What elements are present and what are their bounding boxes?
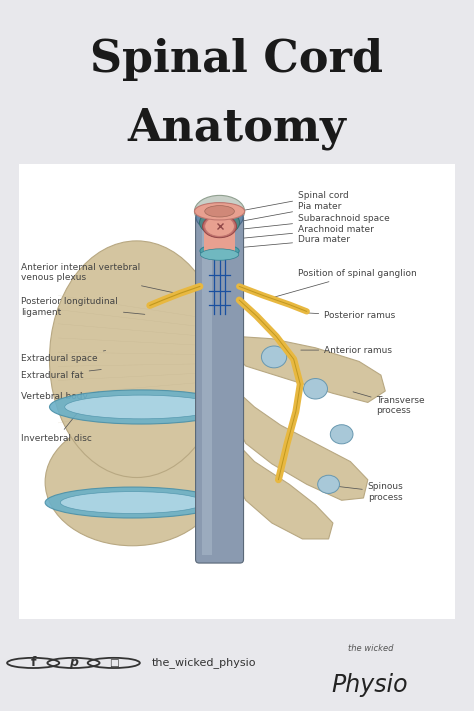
Text: Posterior longitudinal
ligament: Posterior longitudinal ligament <box>21 297 145 316</box>
Ellipse shape <box>45 487 219 518</box>
Ellipse shape <box>200 210 240 235</box>
Text: Spinous
process: Spinous process <box>323 482 403 502</box>
Text: Pia mater: Pia mater <box>241 202 341 221</box>
Ellipse shape <box>45 418 219 546</box>
Text: p: p <box>69 656 78 670</box>
Polygon shape <box>228 444 333 539</box>
Text: Anterior ramus: Anterior ramus <box>301 346 392 355</box>
Text: Anterior internal vertebral
venous plexus: Anterior internal vertebral venous plexu… <box>21 263 173 293</box>
Ellipse shape <box>65 395 218 419</box>
Ellipse shape <box>318 475 339 493</box>
Text: Extradural fat: Extradural fat <box>21 370 101 380</box>
Text: the_wicked_physio: the_wicked_physio <box>152 658 256 668</box>
Ellipse shape <box>262 346 287 368</box>
Text: Transverse
process: Transverse process <box>353 392 425 415</box>
Ellipse shape <box>303 378 328 399</box>
FancyBboxPatch shape <box>15 159 459 623</box>
Ellipse shape <box>202 215 237 237</box>
Text: Dura mater: Dura mater <box>241 235 350 247</box>
Text: Spinal Cord: Spinal Cord <box>91 38 383 81</box>
Text: □: □ <box>109 658 118 668</box>
Text: Extradural space: Extradural space <box>21 351 106 363</box>
Text: f: f <box>30 656 36 670</box>
Ellipse shape <box>49 390 233 424</box>
Ellipse shape <box>49 241 224 478</box>
Text: Posterior ramus: Posterior ramus <box>307 311 395 321</box>
Ellipse shape <box>205 216 234 236</box>
Ellipse shape <box>194 196 245 228</box>
Text: the wicked: the wicked <box>348 643 394 653</box>
Text: Vertebral body: Vertebral body <box>21 392 99 401</box>
Ellipse shape <box>330 424 353 444</box>
Polygon shape <box>237 336 385 402</box>
Text: Physio: Physio <box>332 673 409 697</box>
Bar <box>204 225 235 252</box>
Text: Spinal cord: Spinal cord <box>241 191 349 210</box>
Text: Position of spinal ganglion: Position of spinal ganglion <box>274 269 417 297</box>
Bar <box>202 223 212 555</box>
Ellipse shape <box>196 203 243 231</box>
Text: Anatomy: Anatomy <box>128 107 346 150</box>
FancyBboxPatch shape <box>196 215 244 563</box>
Text: Arachnoid mater: Arachnoid mater <box>241 225 374 238</box>
Ellipse shape <box>60 491 204 513</box>
Text: Subarachnoid space: Subarachnoid space <box>241 213 390 229</box>
Ellipse shape <box>205 205 234 217</box>
Polygon shape <box>233 391 368 501</box>
Ellipse shape <box>194 203 245 220</box>
Text: Invertebral disc: Invertebral disc <box>21 409 92 444</box>
Ellipse shape <box>201 249 239 260</box>
Ellipse shape <box>200 245 239 257</box>
